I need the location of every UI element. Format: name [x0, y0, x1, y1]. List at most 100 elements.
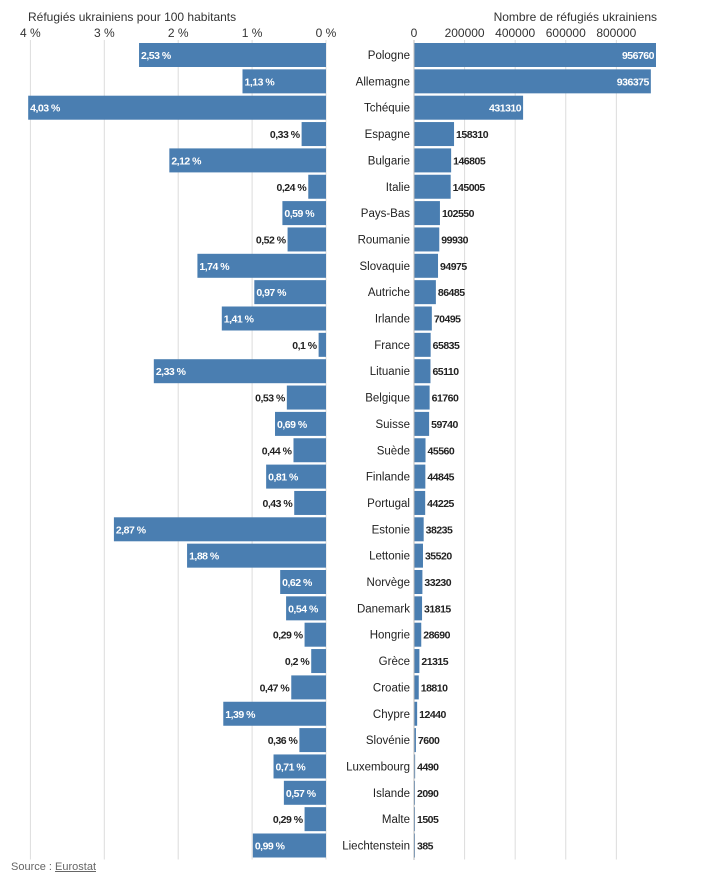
right-bars: 956760 936375 431310 158310 146805 145005 1025… [414, 43, 656, 858]
right-tick-label: 600000 [546, 26, 586, 40]
left-bar-label: 0,44 % [262, 445, 293, 457]
right-bar-label: 936375 [617, 76, 650, 88]
left-bar [287, 227, 326, 252]
right-tick-label: 400000 [495, 26, 535, 40]
left-bar [280, 570, 326, 594]
right-bar [414, 280, 436, 305]
right-bar-label: 18810 [421, 682, 448, 694]
country-label: Pays-Bas [361, 208, 410, 220]
left-bar [28, 95, 326, 120]
country-label: Chypre [373, 709, 410, 721]
left-bar-label: 0,29 % [273, 630, 304, 642]
left-bar-label: 0,59 % [284, 208, 315, 220]
left-bar-label: 0,54 % [288, 603, 319, 615]
left-tick-label: 2 % [168, 26, 189, 40]
left-bar-label: 1,88 % [189, 551, 220, 563]
country-label: Danemark [357, 603, 410, 615]
country-label: Allemagne [356, 76, 410, 88]
right-bar-label: 7600 [418, 735, 440, 747]
right-bar-label: 158310 [456, 129, 489, 141]
right-bar-label: 33230 [424, 577, 451, 589]
left-bar-label: 0,69 % [277, 419, 308, 431]
left-bar-label: 0,81 % [268, 472, 299, 484]
left-bar-label: 0,36 % [268, 735, 299, 747]
right-bar [414, 227, 440, 252]
country-label: Croatie [373, 682, 410, 694]
right-bar [414, 69, 651, 94]
left-bar-label: 0,47 % [260, 682, 291, 694]
left-bar-label: 0,62 % [282, 577, 313, 589]
left-bar [283, 780, 326, 805]
right-bar-label: 44225 [427, 498, 454, 510]
left-bar [273, 754, 326, 779]
right-bar-label: 102550 [442, 208, 475, 220]
country-label: Luxembourg [346, 761, 410, 773]
right-bar [414, 622, 422, 647]
left-bar [311, 649, 326, 674]
right-bar-label: 146805 [453, 155, 486, 167]
left-bar [318, 332, 326, 357]
right-bar [414, 754, 416, 779]
left-bar [254, 280, 326, 305]
right-bar-label: 385 [417, 841, 434, 853]
country-labels: Pologne Allemagne Tchéquie Espagne Bulgarie I… [342, 50, 410, 853]
left-tick-label: 3 % [94, 26, 115, 40]
right-bar-label: 99930 [441, 234, 468, 246]
country-label: Autriche [368, 287, 410, 299]
right-bar [414, 122, 455, 147]
right-bar [414, 148, 452, 173]
right-bar-label: 65110 [432, 366, 459, 378]
right-bar-label: 31815 [424, 603, 451, 615]
right-bar [414, 174, 451, 199]
left-bar-label: 4,03 % [30, 103, 61, 115]
left-bar-label: 0,99 % [255, 841, 286, 853]
right-bar [414, 359, 431, 384]
left-bar [282, 201, 326, 226]
left-bar-label: 0,24 % [277, 182, 308, 194]
right-bar [414, 675, 419, 700]
left-bar-label: 1,41 % [224, 314, 255, 326]
right-bar [414, 570, 423, 594]
left-bars: 2,53 % 1,13 % 4,03 % 0,33 % 2,12 % 0,24 % 0,59… [28, 43, 326, 858]
left-bar [242, 69, 326, 94]
left-bar-label: 2,33 % [156, 366, 187, 378]
country-label: Roumanie [358, 234, 410, 246]
right-bar-label: 431310 [489, 103, 522, 115]
country-label: Irlande [375, 314, 410, 326]
right-bar-label: 44845 [427, 472, 454, 484]
right-bar [414, 306, 432, 331]
right-tick-label: 0 [411, 26, 418, 40]
right-bar [414, 543, 423, 568]
left-bar-label: 1,39 % [225, 709, 256, 721]
left-bar-label: 2,87 % [116, 524, 147, 536]
country-label: Pologne [368, 50, 410, 62]
country-label: Estonie [372, 524, 410, 536]
country-label: Islande [373, 788, 410, 800]
right-chart-title: Nombre de réfugiés ukrainiens [494, 10, 657, 24]
left-bar-label: 0,52 % [256, 234, 287, 246]
left-bar [223, 701, 326, 726]
country-label: Slovénie [366, 735, 410, 747]
right-bar-label: 956760 [622, 50, 655, 62]
source-link[interactable]: Eurostat [55, 861, 96, 873]
right-bar-label: 2090 [417, 788, 439, 800]
left-bar-label: 1,74 % [199, 261, 230, 273]
left-bar [301, 122, 326, 147]
left-bar [113, 517, 326, 542]
left-bar-label: 0,97 % [256, 287, 287, 299]
country-label: Malte [382, 814, 410, 826]
left-bar [153, 359, 326, 384]
country-label: Norvège [367, 577, 410, 589]
right-bar [414, 43, 656, 67]
left-bar [294, 490, 326, 515]
left-bar-label: 0,2 % [285, 656, 311, 668]
right-bar-label: 70495 [434, 314, 461, 326]
right-bar [414, 385, 430, 410]
left-bar [252, 833, 326, 858]
left-bar [187, 543, 326, 568]
country-label: Bulgarie [368, 155, 410, 167]
left-bar-label: 0,71 % [276, 761, 307, 773]
left-tick-label: 4 % [20, 26, 41, 40]
left-bar-label: 1,13 % [244, 76, 275, 88]
